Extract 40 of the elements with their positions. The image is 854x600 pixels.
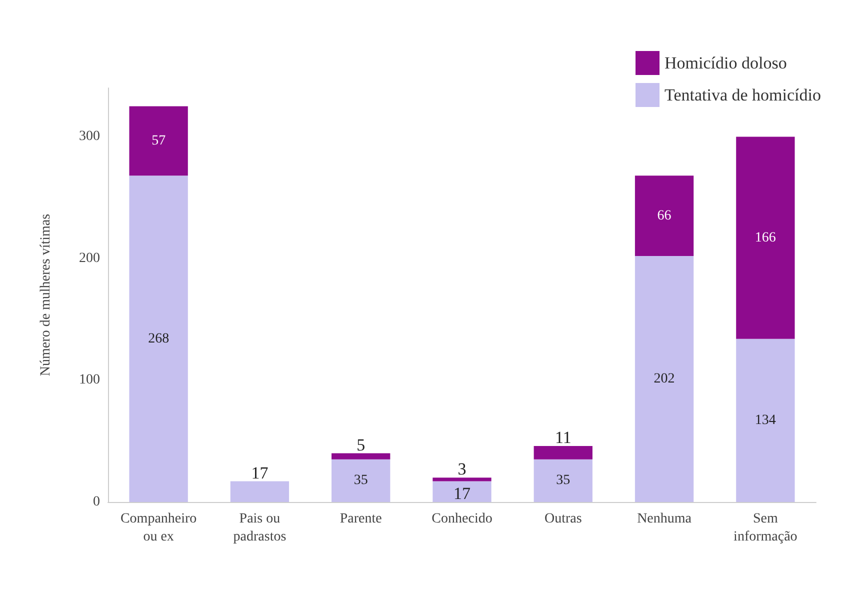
data-label: 166: [754, 230, 776, 246]
data-label: 35: [354, 473, 368, 488]
data-label: 35: [556, 473, 570, 488]
x-tick-label: Parente: [340, 512, 382, 526]
y-tick-label: 0: [93, 494, 100, 510]
data-label: 17: [251, 463, 269, 482]
bar: [736, 136, 795, 339]
data-label: 17: [454, 484, 471, 503]
bar: [332, 453, 390, 460]
y-axis-title: Número de mulheres vítimas: [38, 214, 54, 376]
bar: [634, 256, 694, 502]
y-tick-label: 300: [79, 129, 100, 144]
data-label: 66: [657, 208, 672, 224]
data-label: 5: [356, 435, 366, 454]
data-label: 202: [654, 372, 675, 387]
x-tick-label: Pais ou padrastos: [233, 512, 286, 544]
data-label: 134: [754, 412, 776, 428]
y-tick-label: 100: [79, 372, 100, 388]
bar: [634, 176, 694, 256]
x-tick-label: Conhecido: [432, 512, 492, 526]
legend-label: Tentativa de homicídio: [664, 86, 822, 104]
legend-label: Homicídio doloso: [664, 54, 787, 72]
bar: [534, 459, 592, 502]
data-label: 57: [152, 133, 166, 148]
bar: [534, 446, 592, 460]
x-tick-label: Nenhuma: [637, 512, 692, 526]
data-label: 11: [554, 428, 572, 447]
bar: [736, 338, 795, 502]
data-label: 268: [148, 331, 170, 346]
x-tick-label: Companheiro ou ex: [120, 512, 197, 544]
bar: [432, 481, 492, 502]
bar: [332, 459, 390, 502]
bar: [230, 481, 290, 502]
bar: [129, 176, 188, 502]
bar: [129, 106, 188, 176]
y-tick-label: 200: [79, 250, 100, 266]
bar: [432, 478, 492, 482]
x-tick-label: Outras: [544, 512, 582, 526]
x-tick-label: Sem informação: [734, 512, 798, 544]
data-label: 3: [458, 460, 466, 479]
